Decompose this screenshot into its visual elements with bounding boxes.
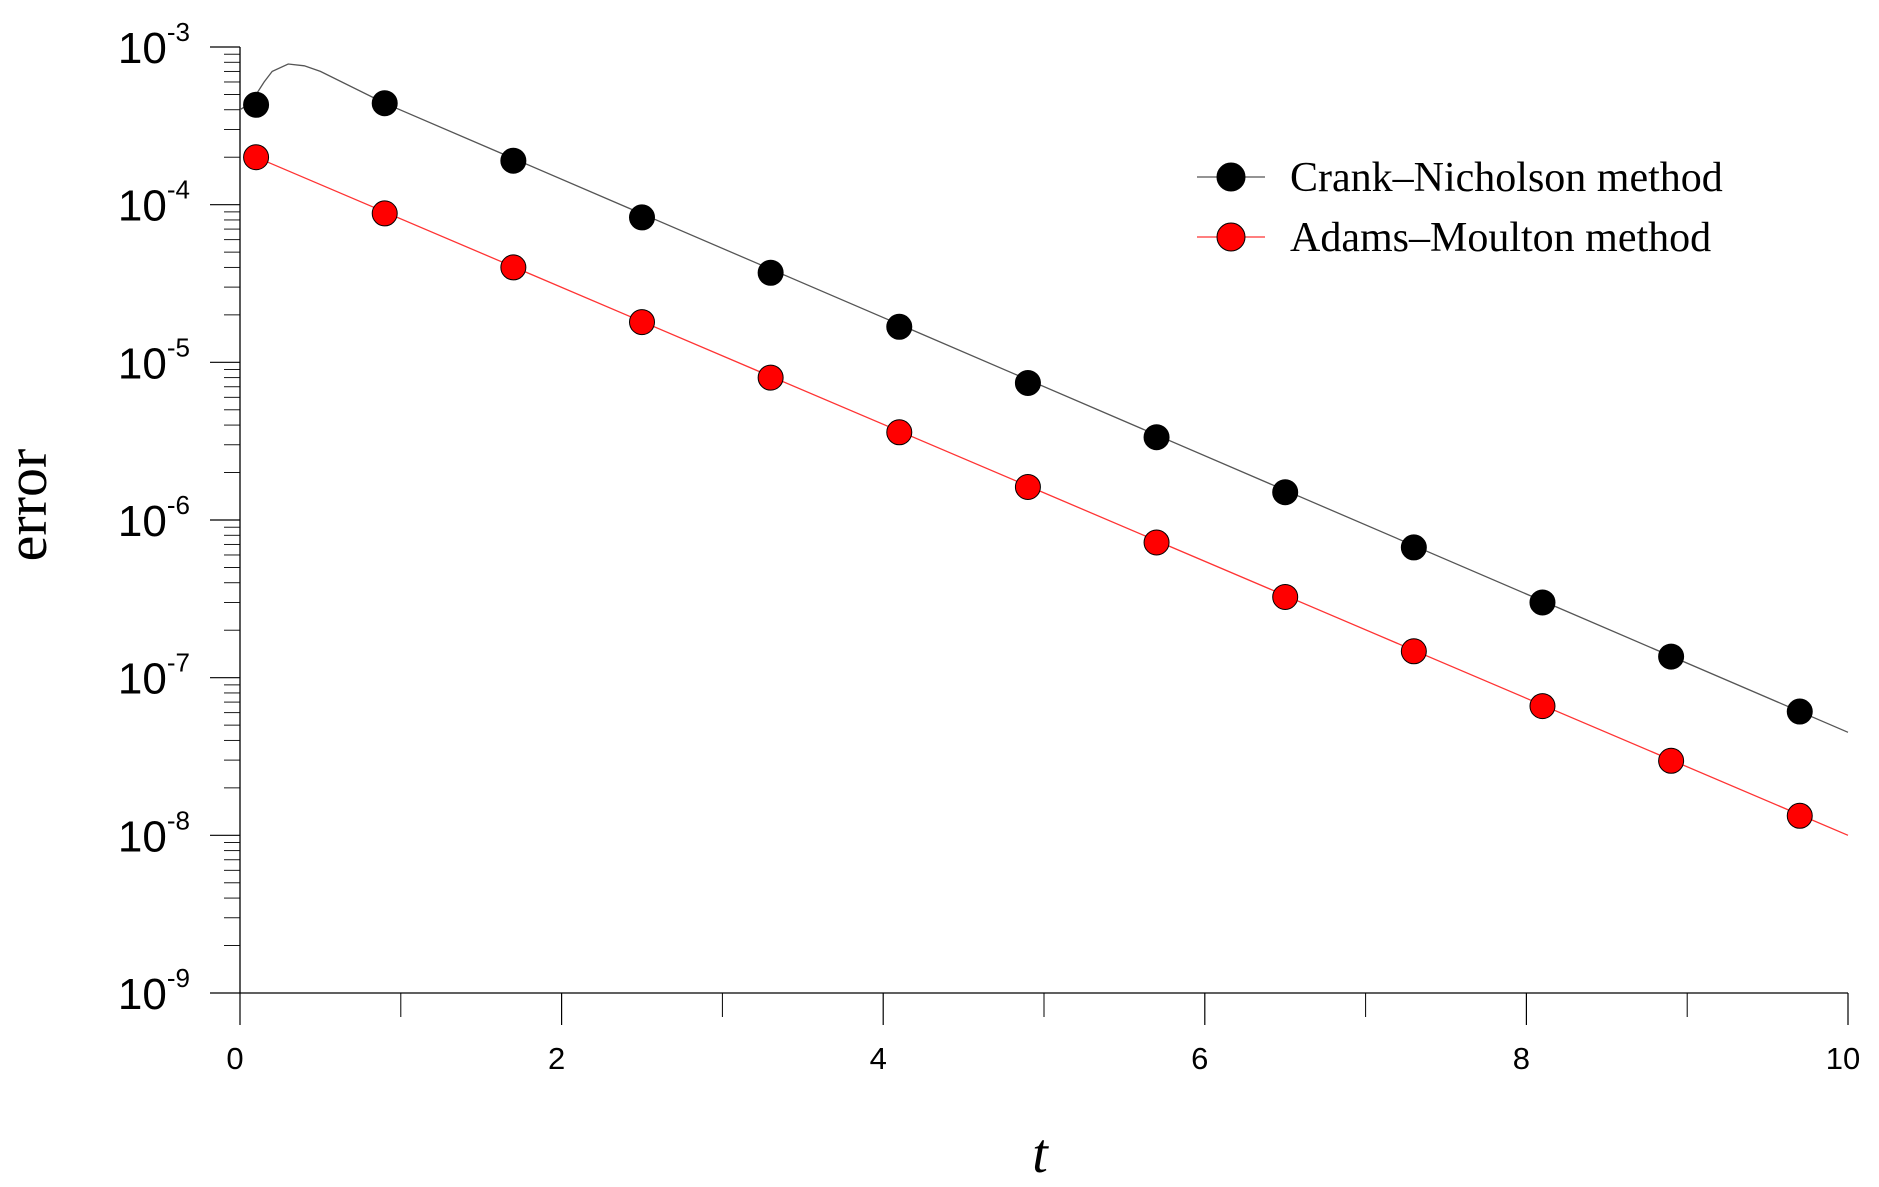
y-tick-label-base: 10 bbox=[118, 812, 167, 861]
legend-entry-label: Adams–Moulton method bbox=[1290, 215, 1711, 261]
data-point bbox=[1272, 583, 1299, 610]
data-point bbox=[1400, 534, 1427, 561]
data-point bbox=[371, 90, 398, 117]
y-tick-label-base: 10 bbox=[118, 655, 167, 704]
y-tick-label-exponent: -3 bbox=[167, 17, 190, 47]
data-point bbox=[1143, 424, 1170, 451]
legend: Crank–Nicholson method Adams–Moulton meth… bbox=[1197, 155, 1723, 261]
data-point bbox=[371, 200, 398, 227]
axes: 10-310-410-510-610-710-810-90 2 4 6 8 10 bbox=[118, 17, 1860, 1076]
x-tick-label: 8 bbox=[1513, 1041, 1530, 1076]
y-tick-label-exponent: -4 bbox=[167, 175, 190, 205]
y-tick-label-exponent: -9 bbox=[167, 963, 190, 993]
data-point bbox=[757, 259, 784, 286]
data-point bbox=[1400, 638, 1427, 665]
y-tick-label: 10-6 bbox=[118, 490, 190, 546]
data-point bbox=[886, 313, 913, 340]
legend-entry-label: Crank–Nicholson method bbox=[1290, 155, 1723, 201]
series-layer bbox=[239, 63, 1849, 836]
data-point bbox=[1786, 802, 1813, 829]
data-point bbox=[243, 91, 270, 118]
y-tick-label-base: 10 bbox=[118, 24, 167, 73]
y-tick-label-exponent: -8 bbox=[167, 805, 190, 835]
x-axis-label: t bbox=[1032, 1123, 1049, 1185]
data-point bbox=[1143, 529, 1170, 556]
data-point bbox=[886, 419, 913, 446]
data-point bbox=[1658, 643, 1685, 670]
y-tick-label-exponent: -6 bbox=[167, 490, 190, 520]
data-point bbox=[243, 144, 270, 171]
data-point bbox=[1658, 747, 1685, 774]
y-tick-label: 10-3 bbox=[118, 17, 190, 73]
y-tick-label-base: 10 bbox=[118, 497, 167, 546]
x-tick-label: 4 bbox=[870, 1041, 887, 1076]
data-point bbox=[500, 254, 527, 281]
x-tick-label: 2 bbox=[548, 1041, 565, 1076]
y-tick-label-base: 10 bbox=[118, 970, 167, 1019]
data-point bbox=[1529, 589, 1556, 616]
y-tick-label-base: 10 bbox=[118, 339, 167, 388]
data-point bbox=[1529, 693, 1556, 720]
y-tick-label: 10-7 bbox=[118, 648, 190, 704]
data-point bbox=[629, 204, 655, 231]
x-tick-label: 10 bbox=[1826, 1041, 1860, 1076]
y-tick-label-exponent: -5 bbox=[167, 332, 190, 362]
x-tick-label: 6 bbox=[1191, 1041, 1208, 1076]
data-point bbox=[1014, 369, 1041, 396]
y-tick-label: 10-9 bbox=[118, 963, 190, 1019]
data-point bbox=[757, 364, 784, 391]
data-point bbox=[1272, 479, 1299, 506]
data-point bbox=[629, 309, 655, 336]
y-tick-label-exponent: -7 bbox=[167, 648, 190, 678]
x-tick-label: 0 bbox=[226, 1041, 243, 1076]
y-axis-label: error bbox=[0, 449, 59, 562]
legend-marker bbox=[1216, 222, 1246, 252]
data-point bbox=[500, 147, 527, 174]
data-point bbox=[1014, 473, 1041, 500]
y-tick-label: 10-5 bbox=[118, 332, 190, 388]
legend-marker bbox=[1216, 162, 1246, 192]
data-point bbox=[1786, 698, 1813, 725]
y-tick-label: 10-8 bbox=[118, 805, 190, 861]
y-tick-label: 10-4 bbox=[118, 175, 190, 231]
y-tick-label-base: 10 bbox=[118, 182, 167, 231]
